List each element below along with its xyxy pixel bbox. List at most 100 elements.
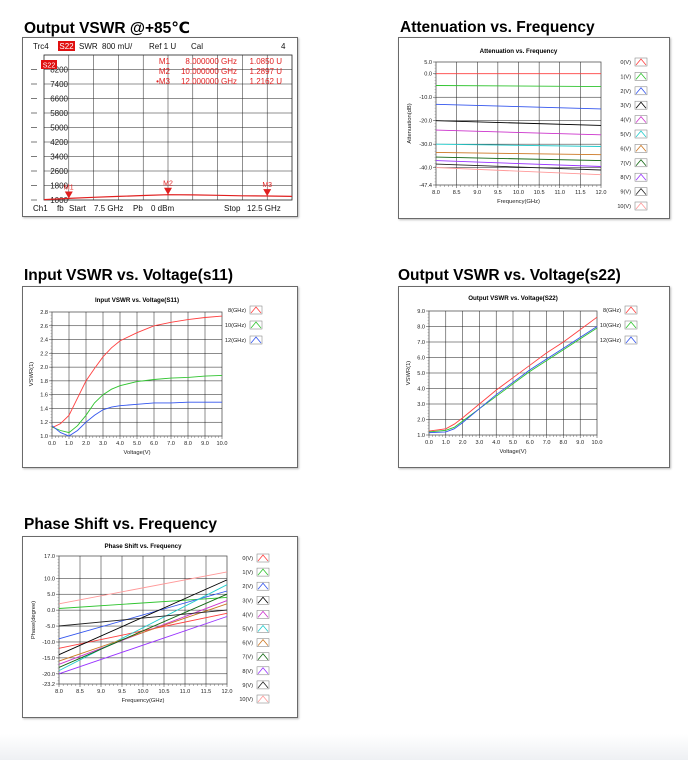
legend-swatch-box xyxy=(634,86,648,96)
legend-label: 9(V) xyxy=(620,190,631,196)
y-tick-label: -10.0 xyxy=(42,640,55,646)
legend-label: 5(V) xyxy=(242,627,253,633)
series-line-5v xyxy=(435,143,602,147)
x-tick-label: 9.0 xyxy=(473,190,481,196)
out-vswr-chart: Output VSWR vs. Voltage(S22)0.0 1.0 2.0 3.0… xyxy=(406,295,638,455)
chart-title: Output VSWR vs. Voltage(S22) xyxy=(468,295,558,302)
legend-label: 1(V) xyxy=(242,570,253,576)
y-tick-label: 1.2 xyxy=(40,420,48,426)
y-tick-label: 5.0 xyxy=(417,371,425,377)
vna-marker-value: 1.2162 U xyxy=(250,77,283,86)
vna-trace-num: 4 xyxy=(281,42,286,51)
legend-swatch xyxy=(250,321,262,329)
y-axis-label: VSWR(1) xyxy=(406,361,412,386)
legend-label: 3(V) xyxy=(242,598,253,604)
legend-swatch-box xyxy=(256,680,270,690)
x-axis-label: Voltage(V) xyxy=(499,449,526,455)
x-tick-label: 7.0 xyxy=(543,440,551,446)
legend-label: 3(V) xyxy=(620,103,631,109)
x-tick-label: 6.0 xyxy=(150,441,158,447)
legend-label: 2(V) xyxy=(242,584,253,590)
legend-swatch xyxy=(635,101,647,109)
x-axis-label: Frequency(GHz) xyxy=(122,698,165,704)
y-tick-label: 5.0 xyxy=(424,60,432,66)
legend-swatch xyxy=(635,159,647,167)
x-tick-label: 8.0 xyxy=(184,441,192,447)
series-line-8v xyxy=(435,160,602,167)
vna-marker-triangle xyxy=(164,187,172,195)
x-tick-label: 3.0 xyxy=(476,440,484,446)
series-line-7v xyxy=(58,593,228,668)
legend-swatch xyxy=(625,321,637,329)
legend-swatch xyxy=(635,144,647,152)
x-tick-label: 12.0 xyxy=(596,190,607,196)
x-tick-label: 9.0 xyxy=(576,440,584,446)
atten-section-title: Attenuation vs. Frequency xyxy=(400,19,595,36)
legend-swatch-box xyxy=(256,652,270,661)
legend-label: 4(V) xyxy=(620,118,631,124)
y-tick-label: 1.8 xyxy=(40,379,48,385)
legend-swatch xyxy=(257,610,269,618)
legend-swatch-box xyxy=(624,305,638,315)
legend-swatch-box xyxy=(634,144,648,153)
x-tick-label: 7.0 xyxy=(167,441,175,447)
y-tick-label: 6.0 xyxy=(417,356,425,362)
vna-marker-label: M3 xyxy=(262,182,272,189)
x-tick-label: 10.0 xyxy=(513,190,524,196)
y-tick-label: 2.2 xyxy=(40,351,48,357)
x-tick-label: 10.0 xyxy=(592,440,603,446)
vna-y-tick-label: 5800 xyxy=(50,109,68,118)
x-axis-label: Voltage(V) xyxy=(123,450,150,456)
in-vswr-chart: Input VSWR vs. Voltage(S11)0.0 1.0 2.0 3.0 4… xyxy=(29,297,263,456)
series-line-9v xyxy=(435,163,602,171)
legend-swatch xyxy=(635,115,647,123)
legend-label: 2(V) xyxy=(620,89,631,95)
legend-swatch-box xyxy=(624,320,638,330)
vna-param: S22 xyxy=(59,42,74,51)
x-tick-label: 11.5 xyxy=(201,689,211,695)
atten-panel: Attenuation vs. Frequency 8.0 8.5 9.0 9.5 10.… xyxy=(398,37,670,219)
legend-swatch-box xyxy=(256,567,270,577)
legend-label: 8(GHz) xyxy=(228,308,246,314)
vna-y-tick-label: 1000 xyxy=(50,196,68,205)
y-tick-label: 5.0 xyxy=(47,592,55,598)
y-tick-label: -20.0 xyxy=(42,672,55,678)
legend-swatch-box xyxy=(634,100,648,110)
legend-label: 6(V) xyxy=(242,641,253,647)
x-tick-label: 5.0 xyxy=(509,440,517,446)
vna-fb: fb xyxy=(57,204,64,213)
legend-label: 0(V) xyxy=(620,60,631,66)
legend-label: 6(V) xyxy=(620,146,631,152)
vna-pb-label: Pb xyxy=(133,204,143,213)
x-axis-label: Frequency(GHz) xyxy=(497,199,540,205)
vna-marker-name: •M3 xyxy=(156,77,170,86)
legend-swatch-box xyxy=(634,129,648,139)
legend-swatch xyxy=(635,130,647,138)
vna-marker-value: 1.2897 U xyxy=(250,67,283,76)
legend-swatch xyxy=(250,306,262,314)
vna-y-tick-label: 1800 xyxy=(50,182,68,191)
series-line-10v xyxy=(58,571,228,605)
x-tick-label: 6.0 xyxy=(526,440,534,446)
legend-label: 10(V) xyxy=(617,204,631,210)
vna-channel: Ch1 xyxy=(33,204,48,213)
x-tick-label: 10.0 xyxy=(217,441,228,447)
x-tick-label: 10.5 xyxy=(534,190,545,196)
y-tick-label: 7.0 xyxy=(417,340,425,346)
vna-stop-value: 12.5 GHz xyxy=(247,204,281,213)
x-tick-label: 11.0 xyxy=(555,190,565,196)
legend-swatch-box xyxy=(624,335,638,345)
y-axis-label: Phase(degree) xyxy=(31,601,37,639)
y-tick-label: 4.0 xyxy=(417,387,425,393)
out-vswr-panel: Output VSWR vs. Voltage(S22) 0.0 1.0 2.0 3.0… xyxy=(398,286,670,468)
chart-title: Input VSWR vs. Voltage(S11) xyxy=(95,297,179,304)
vna-marker-label: M2 xyxy=(163,181,173,188)
y-tick-label: 1.6 xyxy=(40,393,48,399)
vna-y-tick-label: 5000 xyxy=(50,124,68,133)
vna-pb-value: 0 dBm xyxy=(151,204,174,213)
series-line-6v xyxy=(58,603,228,662)
legend-swatch-box xyxy=(634,187,648,196)
vna-marker-freq: 12.000000 GHz xyxy=(181,77,237,86)
legend-swatch-box xyxy=(256,638,270,647)
legend-swatch xyxy=(257,695,269,703)
